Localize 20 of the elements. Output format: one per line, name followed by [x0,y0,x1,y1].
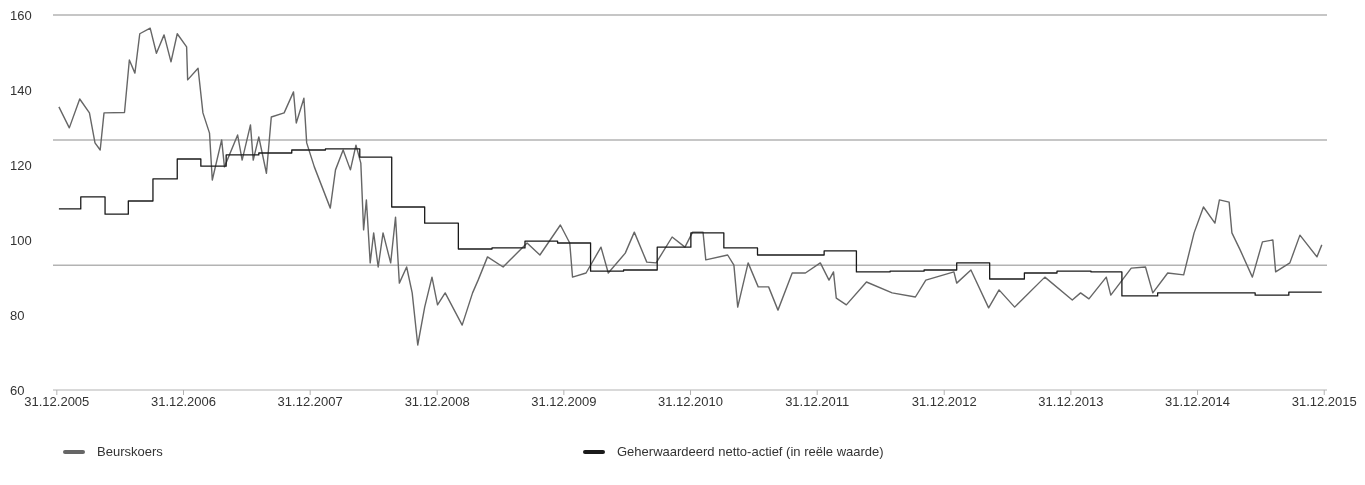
x-tick-label: 31.12.2006 [150,394,217,410]
line-series [58,27,1323,346]
x-tick-label: 31.12.2009 [531,394,597,410]
x-tick-label: 31.12.2015 [1291,394,1357,410]
x-tick-label: 31.12.2014 [1165,394,1231,410]
x-tick-label: 31.12.2012 [911,394,977,410]
y-tick-label: 100 [10,232,32,248]
x-tick-label: 31.12.2005 [24,394,90,410]
y-tick-label: 160 [10,7,32,23]
x-tick-label: 31.12.2008 [404,394,470,410]
y-tick-label: 60 [10,382,25,398]
x-tick-label: 31.12.2007 [277,394,343,410]
x-tick-label: 31.12.2011 [785,394,850,410]
y-tick-label: 140 [10,82,32,98]
legend-label: Beurskoers [97,444,163,459]
x-tick-label: 31.12.2010 [657,394,724,410]
legend-label: Geherwaardeerd netto-actief (in reële waarde) [617,444,884,459]
y-tick-label: 80 [10,307,25,323]
x-tick-label: 31.12.2013 [1038,394,1104,410]
y-tick-label: 120 [10,157,32,173]
